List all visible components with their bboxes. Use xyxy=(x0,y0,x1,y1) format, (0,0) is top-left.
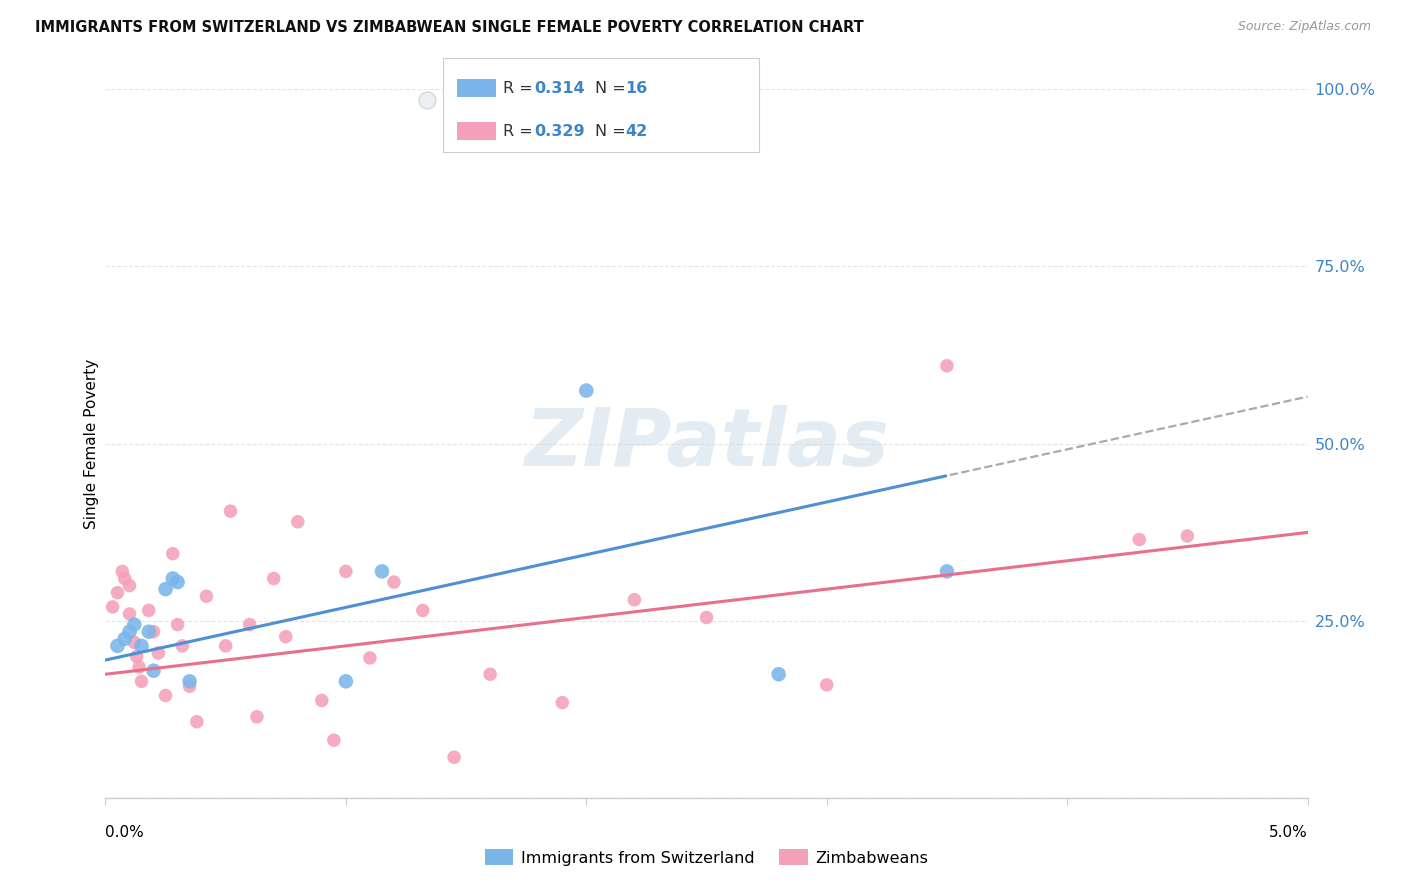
Point xyxy=(118,624,141,639)
Point xyxy=(239,617,262,632)
Point xyxy=(311,693,333,707)
Text: 16: 16 xyxy=(626,81,648,95)
Point xyxy=(246,710,269,724)
Point xyxy=(623,592,645,607)
Point xyxy=(107,639,129,653)
Point xyxy=(815,678,838,692)
Point xyxy=(575,384,598,398)
Point xyxy=(186,714,208,729)
Text: ZIPatlas: ZIPatlas xyxy=(524,405,889,483)
Text: N =: N = xyxy=(595,124,631,138)
Point xyxy=(111,565,134,579)
Point xyxy=(142,664,165,678)
Point xyxy=(263,572,285,586)
Point xyxy=(1128,533,1150,547)
Point xyxy=(125,649,148,664)
Point xyxy=(155,582,177,596)
Text: Source: ZipAtlas.com: Source: ZipAtlas.com xyxy=(1237,20,1371,33)
Y-axis label: Single Female Poverty: Single Female Poverty xyxy=(84,359,98,529)
Point xyxy=(131,674,153,689)
Point xyxy=(118,607,141,621)
Text: R =: R = xyxy=(503,81,538,95)
Point xyxy=(101,599,124,614)
Point xyxy=(162,547,184,561)
Point xyxy=(274,630,297,644)
Point xyxy=(335,674,357,689)
Text: N =: N = xyxy=(595,81,631,95)
Point xyxy=(179,679,201,693)
Point xyxy=(371,565,394,579)
Point xyxy=(114,572,136,586)
Point xyxy=(179,674,201,689)
Point xyxy=(128,660,150,674)
Point xyxy=(551,696,574,710)
Point xyxy=(219,504,242,518)
Point xyxy=(118,578,141,592)
Point xyxy=(936,359,959,373)
Text: 0.329: 0.329 xyxy=(534,124,585,138)
Text: 0.0%: 0.0% xyxy=(105,825,145,840)
Point xyxy=(335,565,357,579)
Text: 42: 42 xyxy=(626,124,648,138)
Point xyxy=(322,733,344,747)
Point xyxy=(131,639,153,653)
Point xyxy=(166,575,188,590)
Point xyxy=(696,610,718,624)
Point xyxy=(138,603,160,617)
Point xyxy=(382,575,405,590)
Point xyxy=(138,624,160,639)
Point xyxy=(172,639,194,653)
Point xyxy=(359,651,381,665)
Text: 0.314: 0.314 xyxy=(534,81,585,95)
Text: IMMIGRANTS FROM SWITZERLAND VS ZIMBABWEAN SINGLE FEMALE POVERTY CORRELATION CHAR: IMMIGRANTS FROM SWITZERLAND VS ZIMBABWEA… xyxy=(35,20,863,35)
Point xyxy=(162,572,184,586)
Point xyxy=(124,617,146,632)
Point xyxy=(1175,529,1198,543)
Point xyxy=(155,689,177,703)
Point xyxy=(142,624,165,639)
Point xyxy=(214,639,236,653)
Point xyxy=(195,589,218,603)
Point xyxy=(107,585,129,599)
Text: 5.0%: 5.0% xyxy=(1268,825,1308,840)
Point xyxy=(443,750,465,764)
Point xyxy=(416,94,439,108)
Point xyxy=(936,565,959,579)
Point xyxy=(287,515,309,529)
Point xyxy=(148,646,170,660)
Point xyxy=(166,617,188,632)
Point xyxy=(412,603,434,617)
Legend: Immigrants from Switzerland, Zimbabweans: Immigrants from Switzerland, Zimbabweans xyxy=(478,843,935,871)
Point xyxy=(114,632,136,646)
Text: R =: R = xyxy=(503,124,538,138)
Point xyxy=(479,667,502,681)
Point xyxy=(124,635,146,649)
Point xyxy=(768,667,790,681)
